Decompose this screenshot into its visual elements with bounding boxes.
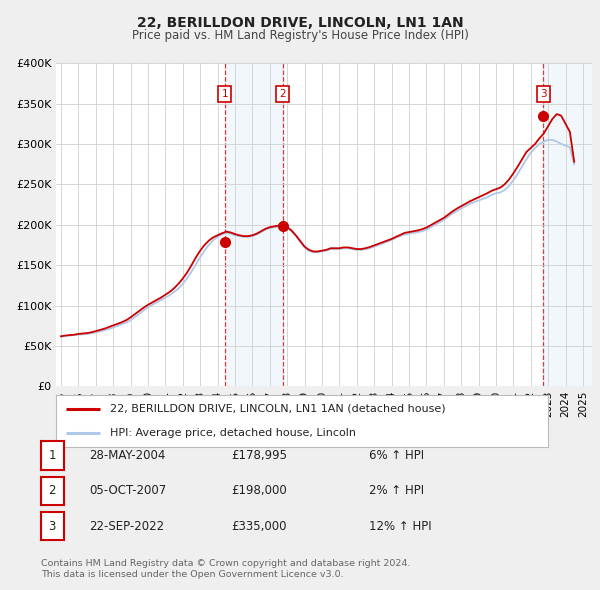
Text: 22, BERILLDON DRIVE, LINCOLN, LN1 1AN (detached house): 22, BERILLDON DRIVE, LINCOLN, LN1 1AN (d… — [110, 404, 446, 414]
Text: 1: 1 — [221, 89, 228, 99]
Bar — [225, 63, 283, 386]
Text: 2% ↑ HPI: 2% ↑ HPI — [369, 484, 424, 497]
Text: Price paid vs. HM Land Registry's House Price Index (HPI): Price paid vs. HM Land Registry's House … — [131, 29, 469, 42]
Text: 28-MAY-2004: 28-MAY-2004 — [89, 449, 165, 462]
Text: 1: 1 — [49, 449, 56, 462]
Bar — [543, 63, 592, 386]
Text: 3: 3 — [49, 520, 56, 533]
Text: 12% ↑ HPI: 12% ↑ HPI — [369, 520, 431, 533]
Text: Contains HM Land Registry data © Crown copyright and database right 2024.: Contains HM Land Registry data © Crown c… — [41, 559, 410, 568]
Text: This data is licensed under the Open Government Licence v3.0.: This data is licensed under the Open Gov… — [41, 570, 343, 579]
Text: 05-OCT-2007: 05-OCT-2007 — [89, 484, 166, 497]
Text: £335,000: £335,000 — [231, 520, 287, 533]
Text: 2: 2 — [49, 484, 56, 497]
Text: £178,995: £178,995 — [231, 449, 287, 462]
Text: 22-SEP-2022: 22-SEP-2022 — [89, 520, 164, 533]
Text: £198,000: £198,000 — [231, 484, 287, 497]
Text: 22, BERILLDON DRIVE, LINCOLN, LN1 1AN: 22, BERILLDON DRIVE, LINCOLN, LN1 1AN — [137, 16, 463, 30]
Text: 3: 3 — [540, 89, 547, 99]
Text: 6% ↑ HPI: 6% ↑ HPI — [369, 449, 424, 462]
Text: 2: 2 — [280, 89, 286, 99]
Text: HPI: Average price, detached house, Lincoln: HPI: Average price, detached house, Linc… — [110, 428, 356, 438]
